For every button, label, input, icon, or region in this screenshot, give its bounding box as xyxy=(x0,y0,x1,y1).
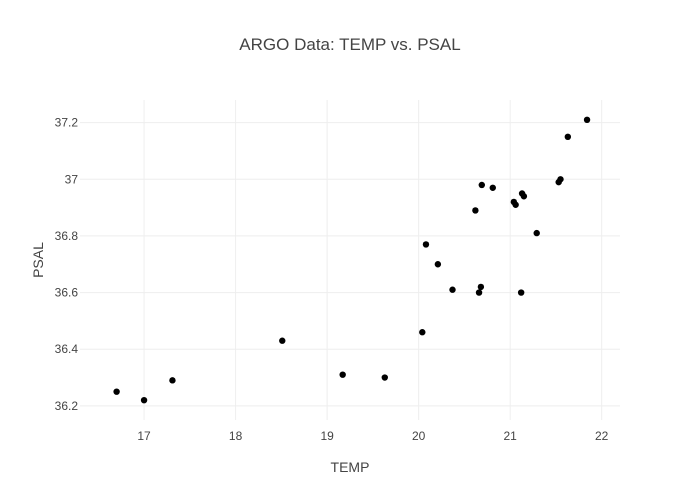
y-tick-labels: 36.2 36.4 36.6 36.8 37 37.2 xyxy=(55,116,79,413)
data-point[interactable] xyxy=(422,241,430,248)
data-point[interactable] xyxy=(475,289,483,296)
data-point[interactable] xyxy=(140,396,148,404)
x-tick-label: 21 xyxy=(503,429,517,443)
data-point[interactable] xyxy=(520,193,528,200)
data-point[interactable] xyxy=(564,133,572,141)
y-tick-label: 36.6 xyxy=(55,286,79,300)
data-point[interactable] xyxy=(339,371,346,378)
y-tick-label: 36.4 xyxy=(55,342,79,356)
data-point[interactable] xyxy=(557,176,564,183)
data-point[interactable] xyxy=(279,337,286,344)
data-point[interactable] xyxy=(478,181,485,189)
data-point[interactable] xyxy=(477,283,485,291)
data-point[interactable] xyxy=(517,289,525,296)
data-point[interactable] xyxy=(583,116,591,124)
x-tick-label: 19 xyxy=(320,429,334,443)
x-tick-label: 17 xyxy=(137,429,151,443)
data-point[interactable] xyxy=(489,184,496,191)
y-tick-label: 37 xyxy=(65,172,79,186)
data-point[interactable] xyxy=(512,201,519,208)
y-gridlines xyxy=(80,122,620,407)
x-gridlines xyxy=(143,100,603,420)
data-point[interactable] xyxy=(533,229,540,237)
y-axis-title: PSAL xyxy=(30,242,46,278)
x-tick-label: 22 xyxy=(595,429,609,443)
x-axis-title: TEMP xyxy=(331,459,370,475)
x-tick-labels: 17 18 19 20 21 22 xyxy=(137,429,608,443)
data-point[interactable] xyxy=(434,261,442,268)
data-point[interactable] xyxy=(472,207,479,214)
data-point[interactable] xyxy=(113,388,120,395)
y-tick-label: 36.8 xyxy=(55,229,79,243)
data-point[interactable] xyxy=(419,329,426,336)
y-tick-label: 37.2 xyxy=(55,116,79,130)
x-tick-label: 18 xyxy=(229,429,243,443)
chart-title: ARGO Data: TEMP vs. PSAL xyxy=(239,35,460,54)
y-tick-label: 36.2 xyxy=(55,399,79,413)
data-points xyxy=(113,116,591,404)
x-tick-label: 20 xyxy=(412,429,426,443)
data-point[interactable] xyxy=(169,377,176,384)
data-point[interactable] xyxy=(381,374,388,381)
data-point[interactable] xyxy=(449,286,456,293)
